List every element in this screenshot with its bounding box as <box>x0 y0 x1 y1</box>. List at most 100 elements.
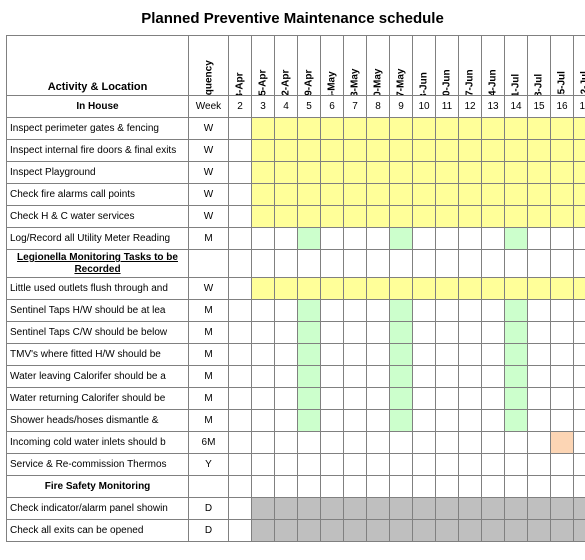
schedule-cell <box>482 366 505 388</box>
schedule-cell <box>275 300 298 322</box>
schedule-cell <box>413 140 436 162</box>
frequency-value: 6M <box>189 432 229 454</box>
schedule-cell <box>390 322 413 344</box>
activity-label: Check H & C water services <box>7 206 189 228</box>
schedule-cell <box>252 344 275 366</box>
schedule-cell <box>275 250 298 278</box>
schedule-cell <box>459 322 482 344</box>
schedule-cell <box>574 322 585 344</box>
activity-label: Check indicator/alarm panel showin <box>7 498 189 520</box>
date-header: 13-May <box>344 36 367 96</box>
schedule-cell <box>367 432 390 454</box>
week-number: 15 <box>528 96 551 118</box>
schedule-cell <box>252 322 275 344</box>
schedule-cell <box>275 206 298 228</box>
schedule-cell <box>459 228 482 250</box>
schedule-cell <box>505 140 528 162</box>
schedule-cell <box>229 140 252 162</box>
activity-label: Legionella Monitoring Tasks to be Record… <box>7 250 189 278</box>
frequency-header: Frequency <box>189 36 229 96</box>
schedule-cell <box>413 366 436 388</box>
schedule-cell <box>344 344 367 366</box>
schedule-cell <box>298 520 321 542</box>
schedule-cell <box>298 322 321 344</box>
schedule-cell <box>413 388 436 410</box>
schedule-cell <box>321 162 344 184</box>
schedule-cell <box>229 206 252 228</box>
schedule-cell <box>482 140 505 162</box>
schedule-cell <box>252 184 275 206</box>
schedule-cell <box>298 118 321 140</box>
schedule-cell <box>275 278 298 300</box>
schedule-cell <box>298 228 321 250</box>
schedule-cell <box>229 388 252 410</box>
schedule-cell <box>528 228 551 250</box>
schedule-cell <box>551 250 574 278</box>
section-row: Legionella Monitoring Tasks to be Record… <box>7 250 585 278</box>
schedule-cell <box>413 206 436 228</box>
schedule-cell <box>482 520 505 542</box>
schedule-cell <box>229 184 252 206</box>
page-title: Planned Preventive Maintenance schedule <box>6 6 579 35</box>
schedule-table: Activity & Location Frequency 8-Apr15-Ap… <box>6 35 585 542</box>
activity-label: Check all exits can be opened <box>7 520 189 542</box>
schedule-cell <box>298 300 321 322</box>
schedule-cell <box>436 206 459 228</box>
schedule-cell <box>252 410 275 432</box>
schedule-cell <box>229 250 252 278</box>
schedule-cell <box>551 344 574 366</box>
schedule-cell <box>252 520 275 542</box>
schedule-cell <box>574 520 585 542</box>
schedule-cell <box>275 366 298 388</box>
schedule-cell <box>528 454 551 476</box>
schedule-cell <box>321 140 344 162</box>
schedule-cell <box>321 250 344 278</box>
schedule-cell <box>482 184 505 206</box>
schedule-cell <box>275 118 298 140</box>
schedule-cell <box>528 366 551 388</box>
task-row: Check indicator/alarm panel showinD <box>7 498 585 520</box>
schedule-cell <box>574 388 585 410</box>
schedule-cell <box>367 162 390 184</box>
date-header: 24-Jun <box>482 36 505 96</box>
schedule-cell <box>436 184 459 206</box>
schedule-cell <box>390 206 413 228</box>
schedule-cell <box>275 184 298 206</box>
schedule-cell <box>505 118 528 140</box>
schedule-cell <box>482 498 505 520</box>
schedule-cell <box>275 162 298 184</box>
schedule-cell <box>459 184 482 206</box>
schedule-cell <box>574 140 585 162</box>
schedule-cell <box>459 344 482 366</box>
schedule-cell <box>344 140 367 162</box>
schedule-cell <box>551 322 574 344</box>
frequency-value: M <box>189 388 229 410</box>
schedule-cell <box>344 476 367 498</box>
date-header: 29-Apr <box>298 36 321 96</box>
schedule-cell <box>321 184 344 206</box>
schedule-cell <box>321 520 344 542</box>
schedule-cell <box>436 366 459 388</box>
schedule-cell <box>229 228 252 250</box>
task-row: Inspect PlaygroundW <box>7 162 585 184</box>
schedule-cell <box>413 118 436 140</box>
schedule-cell <box>344 278 367 300</box>
schedule-cell <box>390 344 413 366</box>
task-row: Check all exits can be openedD <box>7 520 585 542</box>
schedule-cell <box>321 388 344 410</box>
schedule-cell <box>551 140 574 162</box>
schedule-cell <box>344 206 367 228</box>
task-row: Sentinel Taps C/W should be belowM <box>7 322 585 344</box>
week-number: 9 <box>390 96 413 118</box>
schedule-cell <box>482 278 505 300</box>
schedule-cell <box>551 498 574 520</box>
schedule-cell <box>436 410 459 432</box>
schedule-cell <box>505 432 528 454</box>
week-number: 4 <box>275 96 298 118</box>
week-label: Week <box>189 96 229 118</box>
schedule-cell <box>551 366 574 388</box>
schedule-cell <box>390 520 413 542</box>
schedule-cell <box>298 250 321 278</box>
schedule-cell <box>574 118 585 140</box>
schedule-cell <box>344 162 367 184</box>
